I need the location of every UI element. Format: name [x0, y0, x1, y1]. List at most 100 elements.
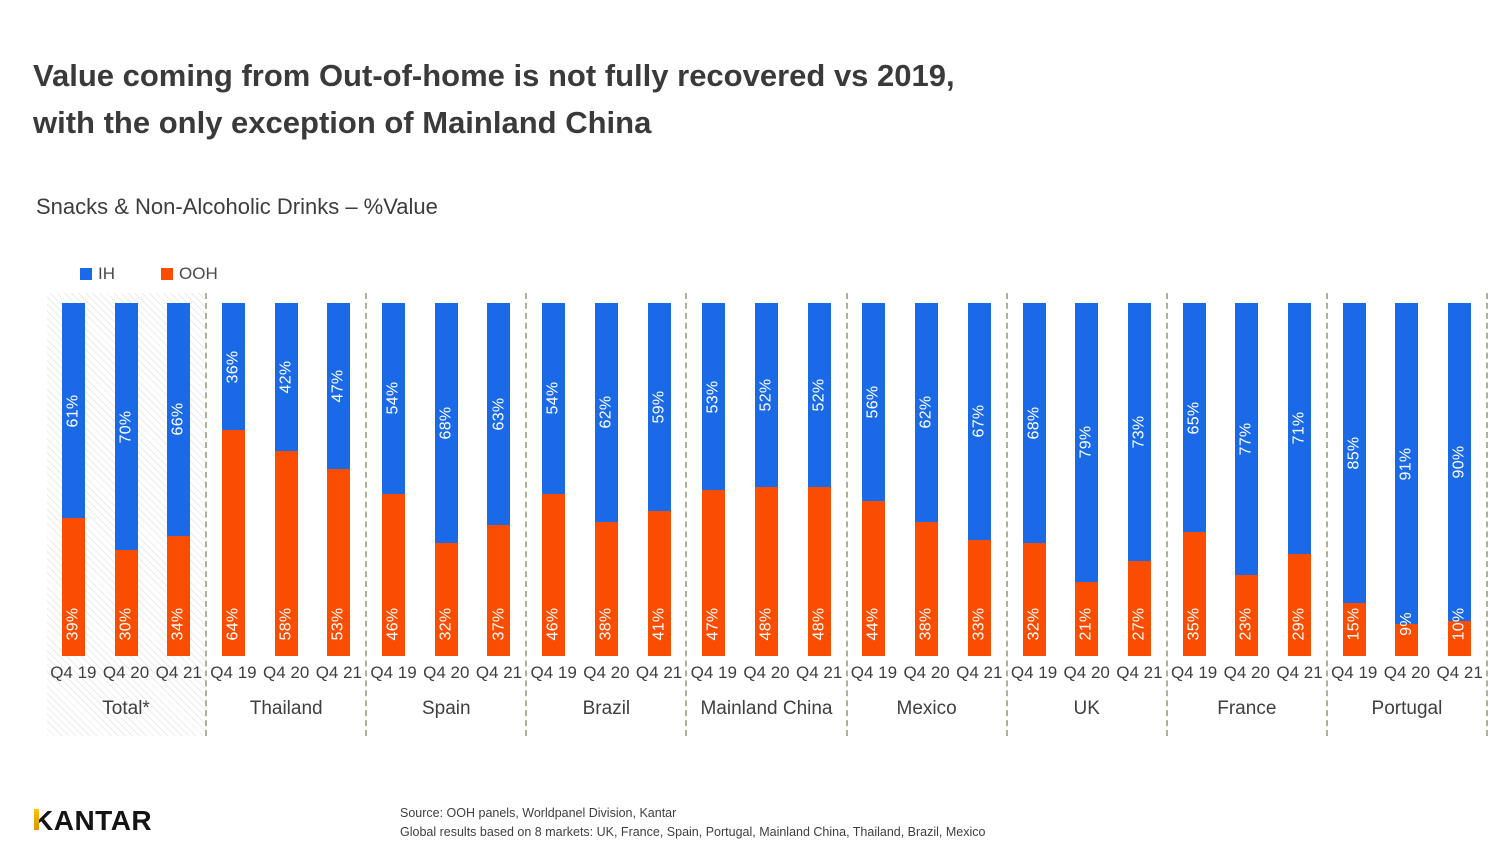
market-label-total: Total*: [102, 698, 150, 719]
ooh-value-label: 21%: [1077, 607, 1095, 641]
ih-value-label: 56%: [864, 385, 882, 419]
bars-row-total: 61% 39% Q4 19 70% 30% Q4 20 66% 34% Q4 21: [47, 303, 205, 683]
stacked-bar: 65% 35%: [1182, 303, 1206, 656]
bar-cell-mexico-q4-19: 56% 44% Q4 19: [848, 303, 901, 683]
ooh-value-label: 32%: [1025, 607, 1042, 641]
ih-segment: 79%: [1075, 303, 1099, 582]
ooh-value-label: 29%: [1290, 607, 1308, 641]
page-title: Value coming from Out-of-home is not ful…: [33, 52, 1273, 146]
stacked-bar: 63% 37%: [487, 303, 511, 656]
ih-segment: 70%: [114, 303, 138, 551]
market-label-france: France: [1217, 698, 1277, 719]
stacked-bar: 54% 46%: [382, 303, 406, 656]
ih-segment: 65%: [1182, 303, 1206, 533]
ooh-value-label: 32%: [437, 607, 455, 641]
legend-item-ih: IH: [80, 264, 115, 284]
stacked-bar-chart: 61% 39% Q4 19 70% 30% Q4 20 66% 34% Q4 21 Total* 3…: [47, 293, 1488, 736]
bar-cell-uk-q4-21: 73% 27% Q4 21: [1113, 303, 1166, 683]
ih-value-label: 59%: [650, 390, 668, 424]
kantar-logo-text: KANTAR: [33, 805, 153, 836]
quarter-tick-label: Q4 20: [1223, 663, 1270, 682]
bar-cell-spain-q4-20: 68% 32% Q4 20: [420, 303, 473, 683]
ih-value-label: 62%: [917, 395, 935, 429]
ooh-value-label: 10%: [1450, 607, 1468, 641]
ooh-value-label: 38%: [597, 607, 615, 641]
bars-row-thailand: 36% 64% Q4 19 42% 58% Q4 20 47% 53% Q4 21: [207, 303, 365, 683]
stacked-bar: 54% 46%: [542, 303, 566, 656]
market-group-thailand: 36% 64% Q4 19 42% 58% Q4 20 47% 53% Q4 21 Thailan…: [207, 293, 368, 736]
market-label-thailand: Thailand: [249, 698, 323, 719]
ooh-value-label: 33%: [970, 607, 988, 641]
ooh-value-label: 53%: [329, 607, 347, 641]
market-group-brazil: 54% 46% Q4 19 62% 38% Q4 20 59% 41% Q4 21 Brazil: [527, 293, 688, 736]
ooh-segment: [647, 511, 671, 656]
ih-value-label: 53%: [704, 380, 722, 413]
quarter-tick-label: Q4 19: [1331, 663, 1378, 682]
ih-value-label: 36%: [224, 350, 242, 383]
market-group-france: 65% 35% Q4 19 77% 23% Q4 20 71% 29% Q4 21 France: [1168, 293, 1328, 736]
quarter-tick-label: Q4 19: [530, 663, 577, 682]
ih-segment: 54%: [542, 303, 566, 494]
ih-segment: 68%: [1022, 303, 1046, 544]
ooh-value-label: 34%: [169, 607, 187, 641]
ih-segment: 53%: [702, 303, 726, 491]
market-group-mexico: 56% 44% Q4 19 62% 38% Q4 20 67% 33% Q4 21 Mexico: [848, 293, 1008, 736]
stacked-bar: 56% 44%: [862, 303, 886, 656]
ih-value-label: 66%: [169, 403, 187, 436]
quarter-tick-label: Q4 21: [155, 663, 202, 682]
ih-value-label: 62%: [597, 395, 615, 429]
ooh-value-label: 41%: [650, 607, 668, 641]
quarter-tick-label: Q4 21: [956, 663, 1003, 682]
bar-cell-brazil-q4-20: 62% 38% Q4 20: [580, 303, 633, 683]
ooh-value-label: 35%: [1185, 607, 1203, 641]
ooh-segment: [1342, 603, 1366, 656]
ooh-value-label: 9%: [1397, 612, 1415, 636]
bar-cell-portugal-q4-20: 91% 9% Q4 20: [1381, 303, 1434, 683]
ih-value-label: 65%: [1185, 401, 1203, 435]
ih-segment: 52%: [807, 303, 831, 487]
ih-value-label: 70%: [117, 410, 135, 444]
bar-cell-total-q4-21: 66% 34% Q4 21: [152, 303, 205, 683]
ih-value-label: 77%: [1237, 422, 1255, 456]
ooh-segment: [1448, 620, 1472, 656]
ooh-segment: [754, 486, 778, 656]
bar-cell-total-q4-19: 61% 39% Q4 19: [47, 303, 100, 683]
market-group-mainland-china: 53% 47% Q4 19 52% 48% Q4 20 52% 48% Q4 21 Mainlan…: [687, 293, 848, 736]
ih-segment: 90%: [1448, 303, 1472, 621]
ooh-segment: [1235, 574, 1259, 656]
market-group-spain: 54% 46% Q4 19 68% 32% Q4 20 63% 37% Q4 21 Spain: [367, 293, 528, 736]
ih-segment: 85%: [1342, 303, 1366, 604]
ooh-segment: [1288, 553, 1312, 656]
ooh-segment: [382, 493, 406, 656]
bar-cell-portugal-q4-21: 90% 10% Q4 21: [1433, 303, 1486, 683]
stacked-bar: 79% 21%: [1075, 303, 1099, 656]
stacked-bar: 90% 10%: [1448, 303, 1472, 656]
ih-segment: 73%: [1127, 303, 1151, 561]
ooh-value-label: 64%: [224, 607, 242, 641]
ooh-segment: [702, 490, 726, 656]
ih-value-label: 52%: [810, 378, 828, 412]
ih-segment: 47%: [327, 303, 351, 469]
ih-segment: 52%: [754, 303, 778, 487]
bars-row-brazil: 54% 46% Q4 19 62% 38% Q4 20 59% 41% Q4 21: [527, 303, 685, 683]
quarter-tick-label: Q4 21: [1116, 663, 1163, 682]
stacked-bar: 73% 27%: [1127, 303, 1151, 656]
quarter-tick-label: Q4 20: [1383, 663, 1431, 682]
bars-row-mexico: 56% 44% Q4 19 62% 38% Q4 20 67% 33% Q4 21: [848, 303, 1006, 683]
ooh-value-label: 39%: [64, 607, 82, 641]
quarter-tick-label: Q4 19: [690, 663, 737, 682]
ih-value-label: 85%: [1345, 436, 1363, 470]
market-label-mainland-china: Mainland China: [700, 698, 833, 719]
quarter-tick-label: Q4 21: [1436, 663, 1483, 682]
ih-value-label: 91%: [1397, 447, 1415, 481]
ooh-segment: [61, 518, 85, 656]
stacked-bar: 85% 15%: [1342, 303, 1366, 656]
bar-cell-mainland-china-q4-21: 52% 48% Q4 21: [793, 303, 846, 683]
stacked-bar: 62% 38%: [594, 303, 618, 656]
quarter-tick-label: Q4 20: [583, 663, 630, 682]
quarter-tick-label: Q4 21: [315, 663, 363, 682]
bar-cell-mexico-q4-20: 62% 38% Q4 20: [900, 303, 953, 683]
ih-value-label: 68%: [437, 406, 455, 440]
ih-segment: 59%: [647, 303, 671, 512]
ooh-value-label: 48%: [757, 607, 775, 641]
